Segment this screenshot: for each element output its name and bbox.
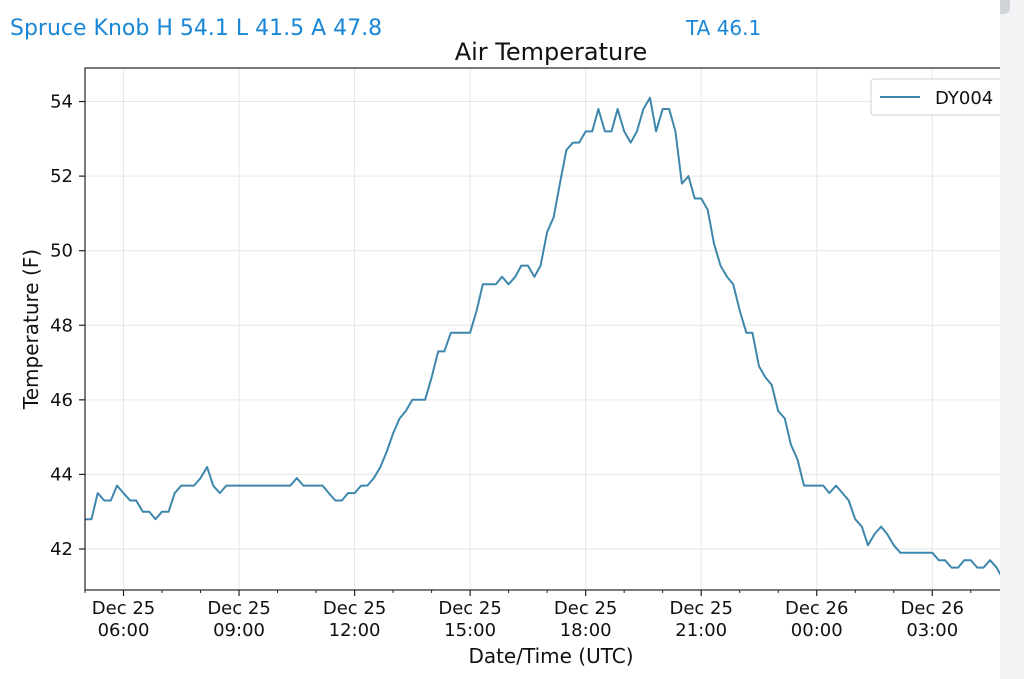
legend-label-dy004: DY004 — [935, 88, 993, 109]
x-axis-label: Date/Time (UTC) — [468, 644, 633, 668]
x-tick-label-date: Dec 25 — [438, 598, 501, 619]
x-tick-label-date: Dec 26 — [901, 598, 964, 619]
x-tick-label-date: Dec 25 — [323, 598, 386, 619]
x-tick-label-time: 12:00 — [329, 620, 381, 641]
y-tick-label: 50 — [50, 241, 73, 262]
x-tick-label-time: 03:00 — [906, 620, 958, 641]
ta-summary: TA 46.1 — [686, 16, 762, 40]
x-tick-label-time: 18:00 — [560, 620, 612, 641]
series-lines — [85, 96, 1000, 576]
x-tick-label-date: Dec 25 — [669, 598, 732, 619]
x-tick-label-time: 09:00 — [213, 620, 265, 641]
x-tick-label-time: 15:00 — [444, 620, 496, 641]
chart-title: Air Temperature — [455, 38, 648, 66]
y-tick-label: 48 — [50, 315, 73, 336]
x-tick-label-date: Dec 25 — [554, 598, 617, 619]
station-summary: Spruce Knob H 54.1 L 41.5 A 47.8 — [10, 16, 383, 41]
scrollbar-thumb[interactable] — [1000, 0, 1010, 14]
x-tick-label-time: 06:00 — [98, 620, 150, 641]
x-tick-label-date: Dec 25 — [207, 598, 270, 619]
grid — [85, 68, 1000, 590]
x-tick-label-time: 21:00 — [675, 620, 727, 641]
legend: DY004 — [870, 78, 1000, 116]
legend-box — [870, 78, 1000, 116]
plot-frame — [84, 67, 1000, 591]
y-tick-label: 52 — [50, 166, 73, 187]
y-axis-label: Temperature (F) — [19, 249, 43, 410]
y-tick-label: 54 — [50, 92, 73, 113]
y-tick-label: 46 — [50, 390, 73, 411]
x-tick-label-time: 00:00 — [791, 620, 843, 641]
x-tick-label-date: Dec 25 — [92, 598, 155, 619]
x-tick-label-date: Dec 26 — [785, 598, 848, 619]
y-tick-label: 42 — [50, 539, 73, 560]
scrollbar-track[interactable] — [1000, 0, 1024, 679]
y-tick-label: 44 — [50, 464, 73, 485]
series-line-dy004 — [85, 96, 1000, 576]
y-axis-ticks: 42 44 46 48 50 52 54 — [50, 92, 85, 560]
